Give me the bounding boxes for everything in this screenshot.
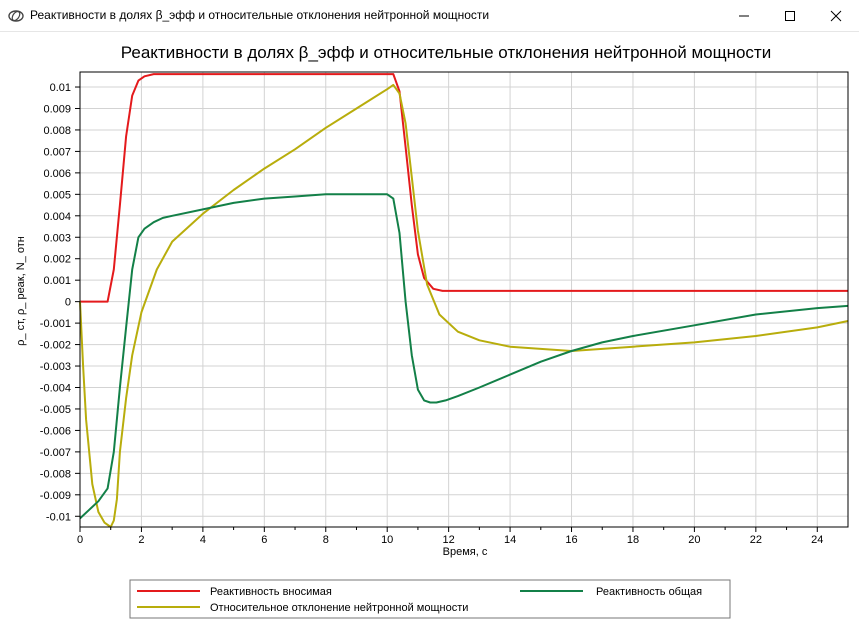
chart-area: Реактивности в долях β_эфф и относительн… — [0, 31, 859, 624]
x-axis-label: Время, с — [443, 546, 488, 558]
legend: Реактивность вносимая Относительное откл… — [129, 579, 731, 619]
y-tick-label: -0.007 — [40, 447, 71, 459]
series-line-2 — [79, 193, 849, 520]
x-tick-label: 10 — [381, 534, 393, 546]
y-tick-label: 0.006 — [43, 168, 71, 180]
y-tick-label: 0 — [65, 297, 71, 309]
y-tick-label: 0.004 — [43, 211, 71, 223]
legend-label-0: Реактивность вносимая — [210, 586, 332, 598]
y-tick-label: -0.009 — [40, 490, 71, 502]
app-logo-icon — [8, 8, 24, 24]
grid — [79, 72, 848, 527]
plot-frame — [79, 71, 849, 528]
series-line-0 — [80, 73, 848, 303]
x-tick-label: 6 — [261, 534, 267, 546]
x-tick-label: 20 — [688, 534, 700, 546]
y-tick-label: 0.007 — [43, 146, 71, 158]
y-tick-label: -0.004 — [40, 382, 71, 394]
maximize-button[interactable] — [767, 0, 813, 31]
y-tick-label: 0.005 — [43, 189, 71, 201]
y-tick-label: 0.01 — [50, 82, 71, 94]
x-tick-label: 2 — [138, 534, 144, 546]
series-line-1 — [79, 83, 849, 528]
y-tick-label: 0.008 — [43, 125, 71, 137]
x-tick-label: 12 — [443, 534, 455, 546]
y-tick-label: -0.006 — [40, 425, 71, 437]
x-tick-label: 14 — [504, 534, 516, 546]
minimize-icon — [739, 15, 749, 17]
x-tick-label: 22 — [750, 534, 762, 546]
y-tick-label: -0.003 — [40, 361, 71, 373]
y-tick-label: -0.008 — [40, 468, 71, 480]
window-titlebar: Реактивности в долях β_эфф и относительн… — [0, 0, 859, 32]
legend-label-2: Реактивность общая — [596, 586, 702, 598]
x-tick-label: 0 — [77, 534, 83, 546]
x-tick-label: 24 — [811, 534, 823, 546]
close-button[interactable] — [813, 0, 859, 31]
y-tick-label: 0.001 — [43, 275, 71, 287]
x-ticks: 0 2 4 6 8 10 12 14 16 18 20 22 24 — [77, 527, 823, 546]
close-icon — [830, 10, 842, 22]
y-axis-label: ρ_ ст, ρ_ реак, N_ отн — [15, 236, 27, 346]
legend-label-1: Относительное отклонение нейтронной мощн… — [210, 602, 468, 614]
x-tick-label: 4 — [200, 534, 206, 546]
window-title: Реактивности в долях β_эфф и относительн… — [30, 8, 490, 22]
chart-svg: Реактивности в долях β_эфф и относительн… — [15, 43, 849, 619]
maximize-icon — [785, 11, 795, 21]
y-ticks: 0.01 0.009 0.008 0.007 0.006 0.005 0.004 0.003 0… — [40, 82, 80, 523]
y-tick-label: -0.005 — [40, 404, 71, 416]
y-tick-label: -0.002 — [40, 340, 71, 352]
y-tick-label: -0.001 — [40, 318, 71, 330]
chart-title: Реактивности в долях β_эфф и относительн… — [121, 43, 771, 62]
x-tick-label: 18 — [627, 534, 639, 546]
x-tick-label: 16 — [565, 534, 577, 546]
y-tick-label: -0.01 — [46, 511, 71, 523]
minimize-button[interactable] — [721, 0, 767, 31]
series-lines — [79, 73, 849, 528]
y-tick-label: 0.003 — [43, 232, 71, 244]
y-tick-label: 0.009 — [43, 103, 71, 115]
x-tick-label: 8 — [323, 534, 329, 546]
legend-box — [129, 579, 731, 619]
y-tick-label: 0.002 — [43, 254, 71, 266]
